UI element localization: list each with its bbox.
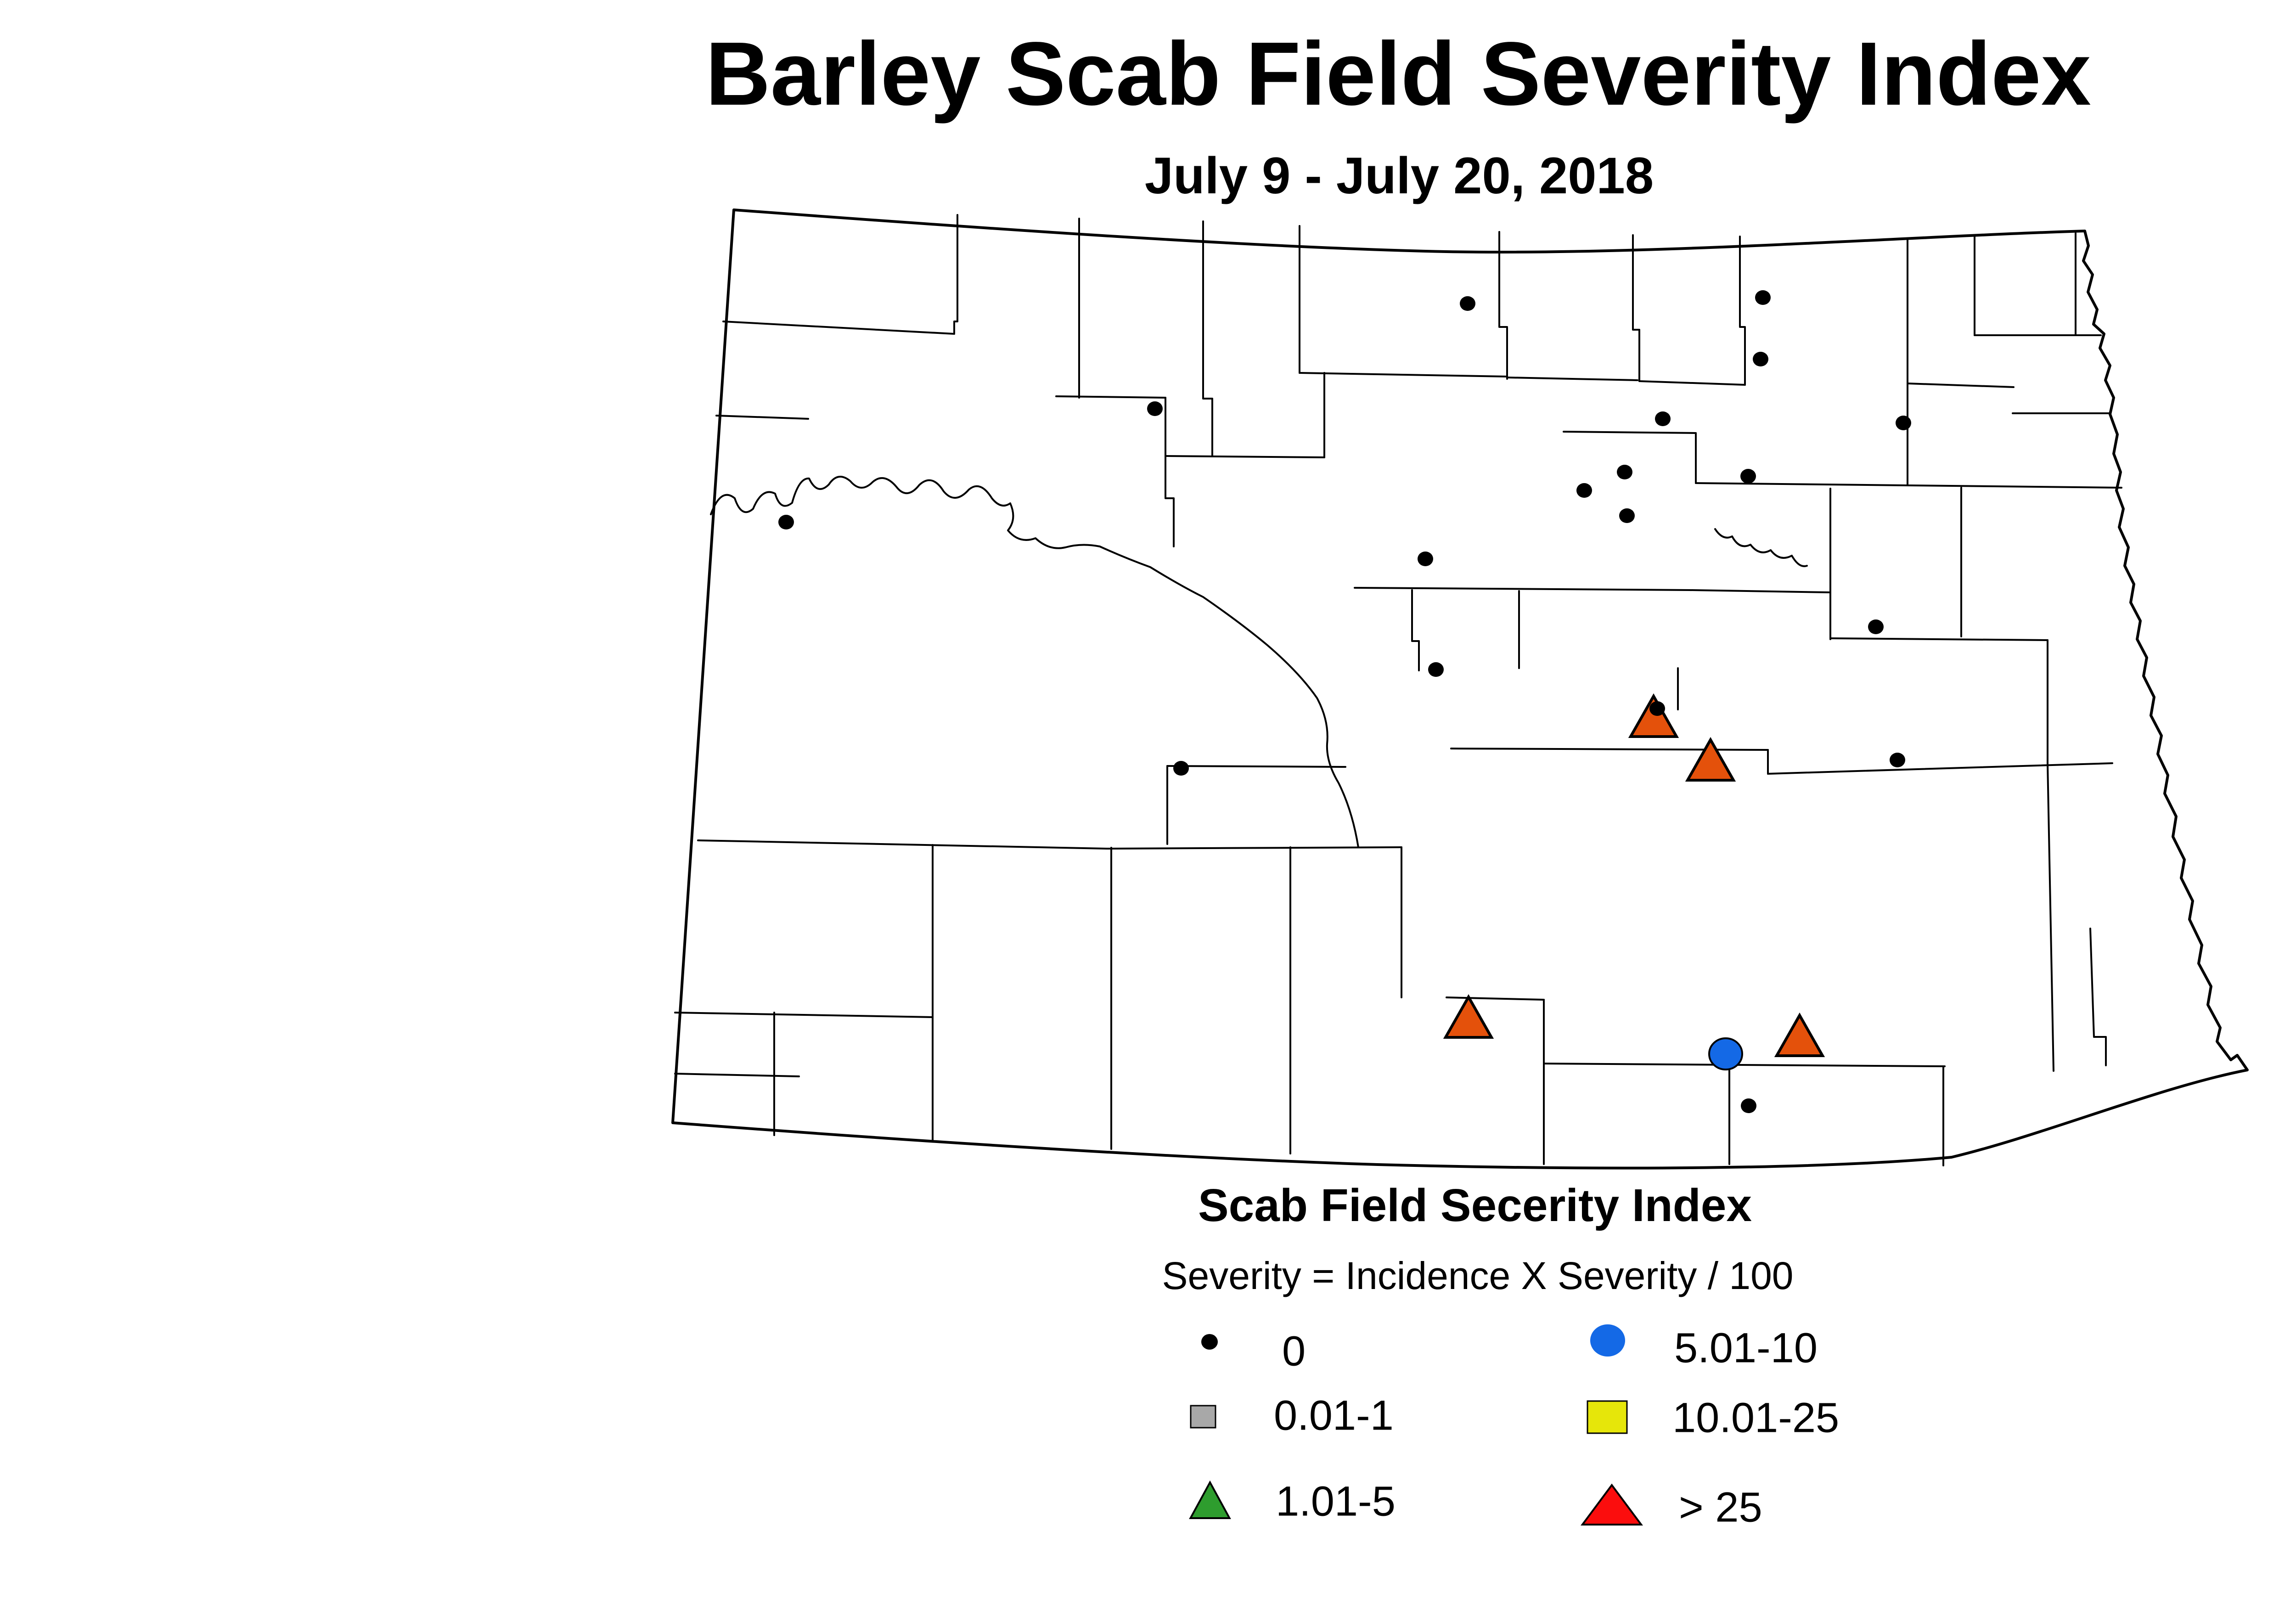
field-point-dot xyxy=(1428,662,1444,677)
legend-square-marker xyxy=(1587,1400,1628,1434)
field-point-dot xyxy=(1576,483,1592,498)
legend-marker-layer xyxy=(1189,1324,1643,1526)
field-point-dot xyxy=(1868,619,1884,634)
field-point-dot xyxy=(1890,753,1905,767)
field-point-triangle xyxy=(1628,693,1679,738)
field-point-triangle xyxy=(1774,1012,1825,1057)
state-outline xyxy=(671,208,2249,1170)
legend-triangle-marker xyxy=(1581,1483,1643,1526)
field-point-dot xyxy=(1753,352,1768,366)
field-point-dot xyxy=(1649,701,1665,716)
river-boundaries xyxy=(710,476,1808,848)
legend-dot-marker xyxy=(1201,1334,1218,1350)
legend-label: > 25 xyxy=(1679,1484,1762,1531)
county-boundaries xyxy=(674,214,2122,1166)
field-point-dot xyxy=(1147,401,1163,416)
legend-label: 1.01-5 xyxy=(1276,1478,1396,1525)
legend-heading: Scab Field Secerity Index xyxy=(1198,1180,1752,1231)
legend-label: 5.01-10 xyxy=(1674,1324,1818,1372)
legend-square-marker xyxy=(1190,1405,1216,1429)
field-point-dot xyxy=(1619,508,1635,523)
field-point-triangle xyxy=(1685,737,1736,782)
legend-label: 0 xyxy=(1282,1328,1306,1375)
field-point-circle xyxy=(1708,1037,1743,1070)
field-point-dot xyxy=(1740,469,1756,484)
field-point-triangle xyxy=(1443,994,1494,1039)
field-point-dot xyxy=(1896,416,1911,430)
legend-formula: Severity = Incidence X Severity / 100 xyxy=(1162,1254,1794,1297)
field-point-dot xyxy=(1460,296,1475,311)
field-point-dot xyxy=(778,515,794,529)
legend-label: 0.01-1 xyxy=(1274,1392,1394,1439)
field-point-dot xyxy=(1755,290,1771,305)
field-point-dot xyxy=(1617,465,1632,479)
date-range-subtitle: July 9 - July 20, 2018 xyxy=(1144,147,1654,204)
legend-circle-marker xyxy=(1590,1324,1625,1357)
field-point-dot xyxy=(1173,761,1189,776)
legend-label: 10.01-25 xyxy=(1672,1394,1840,1441)
field-point-dot xyxy=(1655,411,1671,426)
field-point-dot xyxy=(1418,552,1433,566)
page-title: Barley Scab Field Severity Index xyxy=(705,23,2091,124)
field-point-dot xyxy=(1741,1098,1756,1113)
field-points-layer xyxy=(778,290,1911,1113)
legend-triangle-marker xyxy=(1189,1480,1231,1519)
